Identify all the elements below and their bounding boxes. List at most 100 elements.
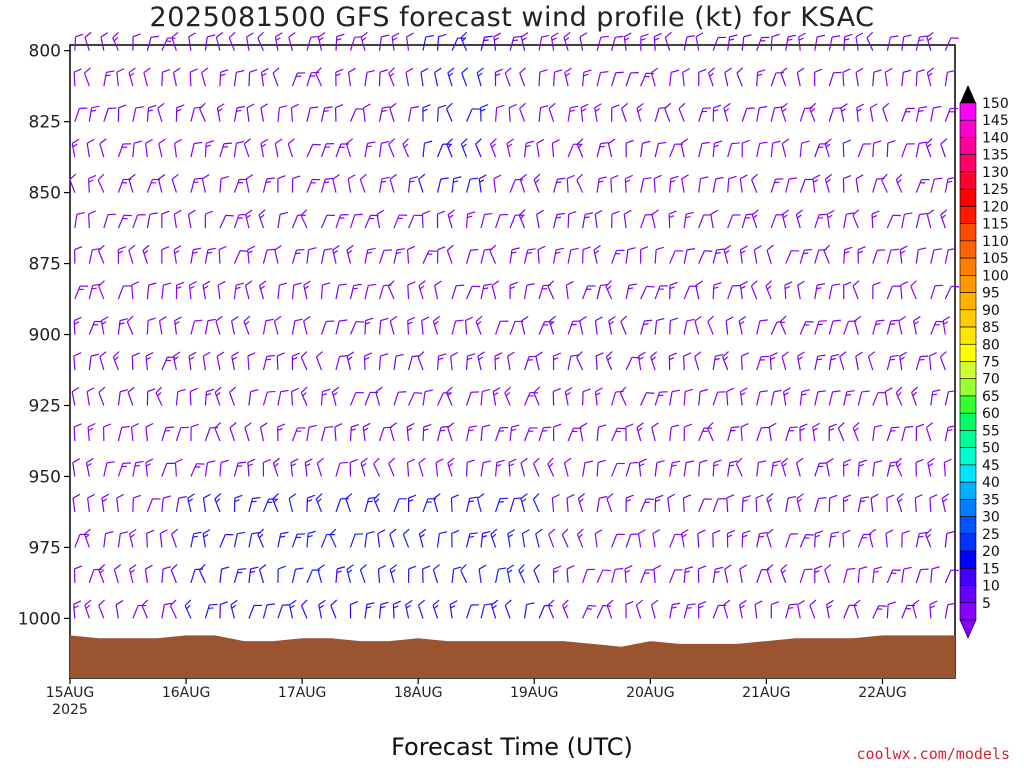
wind-barb [523, 602, 535, 619]
wind-barb [698, 107, 712, 122]
colorbar-swatch [959, 102, 977, 121]
wind-barb [523, 283, 535, 300]
wind-barb [389, 528, 397, 548]
wind-barb [901, 425, 914, 442]
wind-barb [436, 425, 449, 442]
wind-barb [596, 176, 608, 193]
terrain-layer [70, 635, 955, 678]
wind-barb [418, 173, 426, 193]
wind-barb [465, 211, 476, 229]
wind-barb [233, 69, 245, 87]
site-credit[interactable]: coolwx.com/models [856, 745, 1010, 763]
wind-barb [201, 174, 210, 193]
wind-barb [625, 461, 639, 477]
wind-barb [204, 460, 216, 477]
wind-barb [128, 173, 136, 193]
wind-barb [376, 209, 385, 229]
wind-barb [683, 35, 695, 51]
wind-barb [712, 498, 727, 513]
wind-barb [219, 601, 229, 619]
wind-barb [785, 250, 800, 264]
wind-barb [161, 210, 170, 229]
wind-barb [421, 316, 430, 335]
wind-barb [202, 351, 211, 371]
colorbar-label: 65 [982, 389, 1000, 405]
y-tick-label: 825 [29, 113, 61, 133]
wind-barb [335, 68, 344, 87]
wind-barb [799, 321, 814, 335]
wind-barb [654, 317, 665, 335]
wind-barb [712, 604, 727, 619]
wind-barb [766, 244, 774, 264]
wind-barb [142, 244, 150, 264]
wind-barb [161, 602, 173, 619]
wind-barb [561, 599, 569, 619]
wind-barb [466, 108, 481, 122]
wind-barb [173, 245, 182, 264]
wind-barb [553, 69, 563, 87]
wind-barb [288, 599, 297, 619]
wind-barb [797, 280, 805, 300]
wind-barb [85, 457, 94, 477]
wind-barb [173, 209, 182, 229]
wind-barb [640, 569, 654, 584]
wind-barb [756, 569, 770, 584]
wind-barb [533, 564, 541, 584]
wind-barb [640, 72, 655, 87]
wind-barb [944, 248, 957, 264]
wind-barb [318, 599, 326, 619]
wind-barb [465, 425, 478, 442]
wind-barb [506, 564, 515, 584]
wind-barb [364, 247, 376, 264]
wind-barb [652, 529, 661, 548]
wind-barb [828, 353, 840, 371]
wind-barb [277, 531, 289, 548]
wind-barb [117, 462, 131, 477]
colorbar-label: 125 [982, 182, 1009, 198]
wind-barb [930, 177, 943, 193]
wind-barb [638, 458, 647, 477]
wind-barb [625, 600, 634, 619]
wind-barb [765, 280, 773, 300]
wind-barb [538, 105, 549, 122]
wind-barb [392, 600, 401, 619]
wind-barb [828, 35, 841, 51]
colorbar-label: 110 [982, 234, 1009, 250]
wind-barb [895, 386, 903, 406]
colorbar-label: 40 [982, 475, 1000, 491]
wind-barb [489, 244, 497, 264]
wind-barb [669, 460, 681, 477]
wind-barb [901, 530, 910, 548]
wind-barb [349, 283, 362, 300]
wind-barb [756, 105, 768, 122]
wind-barb [146, 104, 157, 122]
wind-barb [895, 457, 903, 477]
wind-barb [83, 528, 91, 548]
wind-barb [913, 316, 921, 335]
wind-barb [432, 564, 440, 584]
wind-barb [620, 315, 627, 335]
wind-barb [812, 422, 821, 442]
colorbar-label: 35 [982, 492, 1000, 508]
wind-barb [103, 531, 114, 548]
wind-barb [582, 605, 597, 619]
wind-barb [230, 316, 239, 335]
wind-barb [306, 424, 317, 442]
wind-barb [88, 248, 101, 264]
wind-barb [201, 67, 209, 87]
wind-barb [88, 105, 100, 122]
wind-barb [364, 141, 376, 158]
colorbar-swatch [959, 550, 977, 569]
wind-barb [406, 458, 416, 477]
wind-barb [596, 459, 606, 477]
wind-barb [393, 391, 407, 406]
wind-barb [561, 528, 569, 548]
wind-barb [480, 424, 491, 442]
x-tick-year: 2025 [52, 702, 88, 718]
wind-barb [843, 212, 855, 229]
wind-barb [842, 529, 851, 548]
wind-barb [262, 603, 275, 619]
wind-barb [260, 67, 269, 87]
wind-barb [174, 138, 182, 158]
wind-barb [130, 422, 139, 442]
